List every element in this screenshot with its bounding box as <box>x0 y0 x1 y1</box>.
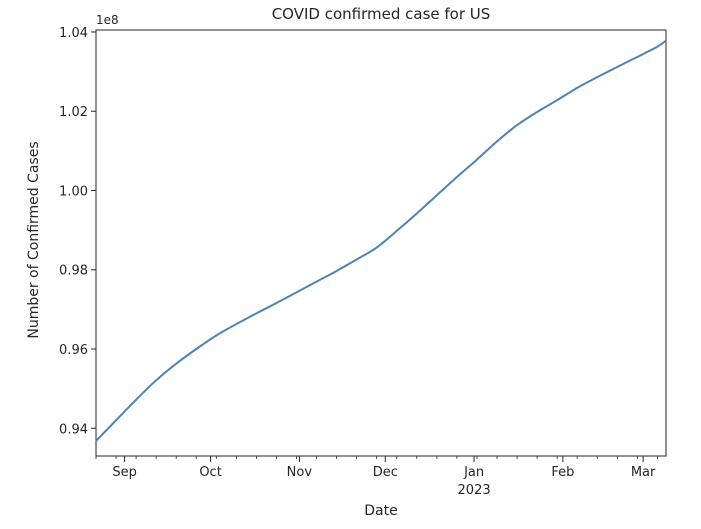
y-tick-label: 1.04 <box>59 26 88 41</box>
x-tick-label: Nov <box>287 465 313 480</box>
chart-title: COVID confirmed case for US <box>272 5 491 23</box>
y-axis-ticks: 0.94 0.96 0.98 1.00 1.02 1.04 <box>59 26 96 437</box>
y-offset-label: 1e8 <box>96 13 119 27</box>
x-tick-label: Oct <box>199 465 221 480</box>
y-tick-label: 1.00 <box>59 184 88 199</box>
x-axis-label: Date <box>364 503 397 519</box>
x-tick-label: Jan <box>463 465 484 480</box>
y-axis-label: Number of Confirmed Cases <box>26 141 42 338</box>
y-tick-label: 0.94 <box>59 422 88 437</box>
x-tick-label: Feb <box>551 465 574 480</box>
x-tick-label: Mar <box>631 465 656 480</box>
series-line <box>95 39 667 442</box>
x-axis-ticks: Sep Oct Nov Dec Jan 2023 Feb Mar <box>95 456 658 498</box>
x-tick-sublabel: 2023 <box>458 483 491 498</box>
x-tick-label: Sep <box>112 465 137 480</box>
x-tick-label: Dec <box>373 465 398 480</box>
plot-frame <box>95 29 667 457</box>
y-tick-label: 0.96 <box>59 343 88 358</box>
y-tick-label: 1.02 <box>59 105 88 120</box>
y-tick-label: 0.98 <box>59 264 88 279</box>
data-series <box>95 39 667 442</box>
